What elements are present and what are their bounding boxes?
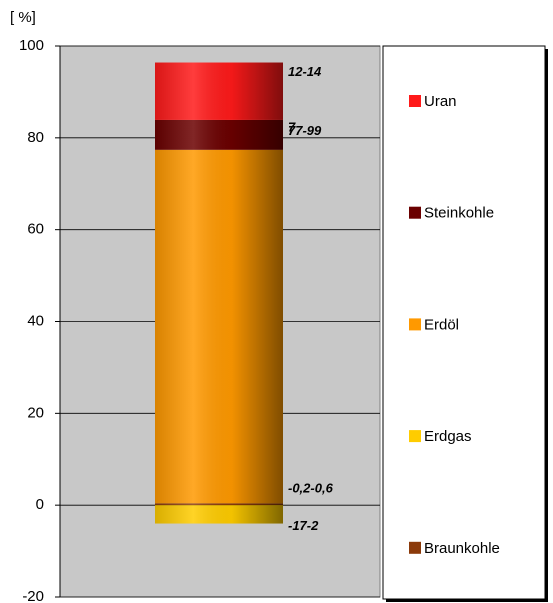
y-tick-label: 0 [36,496,44,513]
y-axis-label: [ %] [10,9,36,26]
legend-label: Erdöl [424,316,459,333]
legend-swatch [409,430,421,443]
value-label: 77-99 [288,123,322,138]
legend-swatch [409,206,421,219]
legend-swatch [409,95,421,107]
bar-shading [155,505,283,524]
legend-swatch [409,541,421,554]
legend-label: Uran [424,93,457,110]
y-tick-label: 20 [27,404,44,421]
y-tick-label: 40 [27,312,44,329]
value-label: 12-14 [288,64,322,79]
y-tick-label: 60 [27,221,44,238]
y-tick-label: -20 [22,588,44,603]
value-label: 7 [288,119,296,134]
value-label: -0,2-0,6 [288,481,334,496]
legend-label: Steinkohle [424,205,494,222]
bar-shading [155,62,283,120]
bar-shading [155,149,283,504]
y-tick-label: 100 [19,37,44,54]
bar-shading [155,503,283,506]
bar-shading [155,119,283,150]
legend-label: Braunkohle [424,540,500,557]
legend-label: Erdgas [424,428,472,445]
legend-box [382,45,546,600]
legend-swatch [409,318,421,331]
y-tick-label: 80 [27,129,44,146]
value-label: -17-2 [288,518,319,533]
